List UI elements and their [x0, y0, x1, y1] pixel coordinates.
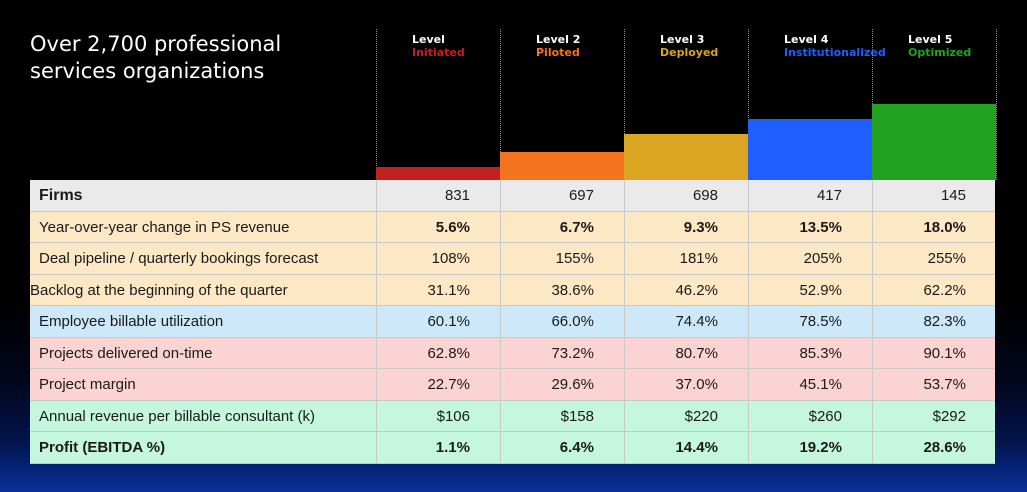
- table-cell: 181%: [624, 243, 748, 274]
- table-row: Backlog at the beginning of the quarter 3…: [30, 274, 996, 306]
- table-cell: 85.3%: [748, 337, 872, 368]
- column-divider: [748, 29, 749, 180]
- row-label: Annual revenue per billable consultant (…: [39, 407, 315, 425]
- row-label: Firms: [39, 187, 83, 204]
- level-name: Optimized: [908, 46, 972, 59]
- row-label: Projects delivered on-time: [39, 344, 213, 362]
- table-cell: 831: [376, 180, 500, 211]
- metrics-table: Firms 831 697 698 417 145 Year-over-year chang…: [30, 180, 995, 464]
- table-cell: 5.6%: [376, 211, 500, 242]
- table-cell: $158: [500, 400, 624, 431]
- table-cell: 1.1%: [376, 432, 500, 463]
- row-label: Employee billable utilization: [39, 313, 224, 330]
- row-label: Deal pipeline / quarterly bookings forec…: [39, 250, 319, 267]
- table-row: Projects delivered on-time 62.8% 73.2% 80.7…: [30, 337, 996, 369]
- table-cell: 22.7%: [376, 369, 500, 400]
- bar-deployed: [624, 134, 748, 180]
- table-cell: 31.1%: [376, 274, 500, 305]
- table-row: Profit (EBITDA %) 1.1% 6.4% 14.4% 19.2% 28.6%: [30, 432, 995, 464]
- column-divider: [996, 29, 997, 180]
- table-cell: 205%: [748, 243, 872, 274]
- table-cell: 9.3%: [624, 211, 748, 242]
- table-cell: 74.4%: [624, 306, 748, 337]
- level-header-3: Level 3 Deployed: [660, 33, 784, 59]
- table-cell: 46.2%: [624, 274, 748, 305]
- table-cell: 18.0%: [872, 211, 996, 242]
- bar-piloted: [500, 152, 624, 180]
- row-label: Year-over-year change in PS revenue: [39, 218, 290, 236]
- level-header-2: Level 2 Piloted: [536, 33, 660, 59]
- bar-institutionalized: [748, 119, 872, 180]
- column-divider: [376, 29, 377, 180]
- table-cell: 37.0%: [624, 369, 748, 400]
- table-cell: $260: [748, 400, 872, 431]
- level-header-1: Level Initiated: [412, 33, 536, 59]
- level-name: Piloted: [536, 46, 580, 59]
- table-cell: 90.1%: [872, 337, 996, 368]
- table-cell: 14.4%: [624, 432, 748, 463]
- table-cell: 73.2%: [500, 337, 624, 368]
- table-cell: 80.7%: [624, 337, 748, 368]
- level-number: Level 5: [908, 33, 953, 46]
- column-divider: [624, 29, 625, 180]
- level-name: Initiated: [412, 46, 465, 59]
- table-cell: 52.9%: [748, 274, 872, 305]
- table-cell: 13.5%: [748, 211, 872, 242]
- table-cell: 82.3%: [872, 306, 996, 337]
- table-cell: 155%: [500, 243, 624, 274]
- column-divider: [500, 29, 501, 180]
- table-cell: 62.2%: [872, 274, 996, 305]
- table-row: Firms 831 697 698 417 145: [30, 180, 995, 212]
- row-label: Profit (EBITDA %): [39, 439, 166, 456]
- level-number: Level 2: [536, 33, 581, 46]
- table-row: Project margin 22.7% 29.6% 37.0% 45.1% 53.7%: [30, 369, 995, 401]
- row-label: Project margin: [39, 376, 136, 393]
- table-cell: 417: [748, 180, 872, 211]
- row-label: Backlog at the beginning of the quarter: [30, 281, 288, 299]
- table-cell: 6.4%: [500, 432, 624, 463]
- table-cell: 698: [624, 180, 748, 211]
- table-row: Annual revenue per billable consultant (…: [30, 400, 996, 432]
- table-cell: 255%: [872, 243, 996, 274]
- level-name: Deployed: [660, 46, 719, 59]
- table-cell: 53.7%: [872, 369, 996, 400]
- level-header-5: Level 5 Optimized: [908, 33, 1027, 59]
- table-cell: 697: [500, 180, 624, 211]
- level-number: Level: [412, 33, 445, 46]
- table-cell: $220: [624, 400, 748, 431]
- level-number: Level 3: [660, 33, 705, 46]
- table-cell: 145: [872, 180, 996, 211]
- table-cell: 66.0%: [500, 306, 624, 337]
- table-cell: 29.6%: [500, 369, 624, 400]
- table-cell: 60.1%: [376, 306, 500, 337]
- table-cell: 45.1%: [748, 369, 872, 400]
- level-header-4: Level 4 Institutionalized: [784, 33, 908, 59]
- level-number: Level 4: [784, 33, 829, 46]
- table-cell: $292: [872, 400, 996, 431]
- page-title: Over 2,700 professional services organiz…: [30, 32, 282, 83]
- level-name: Institutionalized: [784, 46, 886, 59]
- table-cell: 78.5%: [748, 306, 872, 337]
- bar-optimized: [872, 104, 996, 180]
- table-row: Employee billable utilization 60.1% 66.0% 7…: [30, 306, 995, 338]
- table-cell: 108%: [376, 243, 500, 274]
- table-cell: 6.7%: [500, 211, 624, 242]
- table-cell: 19.2%: [748, 432, 872, 463]
- table-cell: $106: [376, 400, 500, 431]
- table-cell: 28.6%: [872, 432, 996, 463]
- table-cell: 62.8%: [376, 337, 500, 368]
- table-row: Year-over-year change in PS revenue 5.6% 6…: [30, 211, 996, 243]
- table-cell: 38.6%: [500, 274, 624, 305]
- table-row: Deal pipeline / quarterly bookings forec…: [30, 243, 995, 275]
- bar-initiated: [376, 167, 500, 180]
